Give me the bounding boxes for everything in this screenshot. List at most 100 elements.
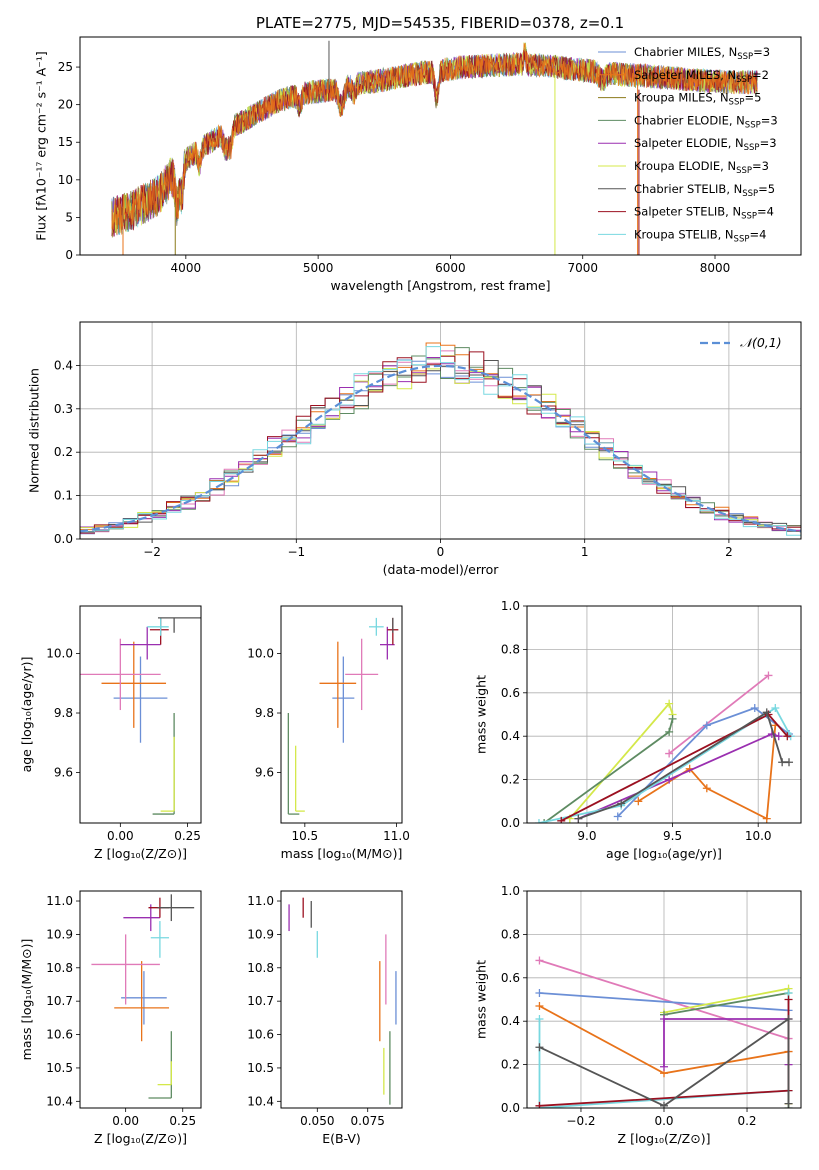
x-axis-label: (data-model)/error: [383, 562, 500, 577]
y-axis-label: mass weight: [473, 675, 488, 754]
plus-marker: [762, 708, 771, 717]
y-tick-label: 0.3: [54, 402, 73, 416]
x-tick-label: 0.25: [169, 1114, 196, 1128]
weight-line: [578, 733, 779, 820]
errorbar-point: [287, 713, 300, 815]
panel-residuals: −2 −1 0 1 2 0.0 0.1 0.2 0.3 0.4 (data-model)/error…: [26, 321, 802, 577]
plus-marker: [783, 732, 792, 741]
plus-marker: [750, 703, 759, 712]
y-tick-label: 10.5: [247, 1061, 274, 1075]
plus-marker: [665, 775, 674, 784]
x-tick-label: 5000: [303, 261, 334, 275]
errorbar-point: [369, 617, 384, 636]
y-tick-label: 11.0: [247, 894, 274, 908]
weight-line: [663, 991, 790, 1108]
y-tick-label: 0.8: [501, 927, 520, 941]
plus-marker: [535, 956, 544, 965]
plot-area: [80, 617, 201, 815]
weight-series: [535, 1015, 793, 1108]
x-axis-label: Z [log₁₀(Z/Z⊙)]: [94, 1131, 187, 1146]
x-tick-label: −2: [143, 545, 161, 559]
weight-series: [557, 710, 792, 823]
x-tick-label: 0.0: [654, 1114, 673, 1128]
legend-label: 𝒩(0,1): [740, 335, 782, 350]
errorbar-point: [152, 713, 175, 815]
errorbar-point: [113, 656, 168, 743]
x-tick-label: 0.2: [737, 1114, 756, 1128]
plus-marker: [762, 814, 771, 823]
y-tick-label: 20: [58, 98, 73, 112]
legend-label: Salpeter STELIB, NSSP=4: [634, 205, 774, 222]
y-axis-label: mass [log₁₀(M/M⊙)]: [19, 939, 34, 1061]
plot-area: [111, 40, 758, 255]
y-tick-label: 11.0: [46, 894, 73, 908]
panel-mass-weight-vs-age: 9.0 9.5 10.0 0.0 0.2 0.4 0.6 0.8 1.0 age [log₁₀(a…: [473, 599, 802, 861]
y-tick-label: 10.0: [46, 647, 73, 661]
x-tick-label: 7000: [567, 261, 598, 275]
panel-age-vs-z: 0.00 0.25 9.6 9.8 10.0 Z [log₁₀(Z/Z⊙)] age [lo…: [19, 605, 202, 861]
x-tick-label: 0.00: [112, 1114, 139, 1128]
legend-label: Kroupa STELIB, NSSP=4: [634, 227, 766, 244]
x-axis-label: wavelength [Angstrom, rest frame]: [330, 278, 550, 293]
errorbar-point: [149, 617, 169, 645]
plus-marker: [540, 819, 549, 823]
x-axis-label: mass [log₁₀(M/M⊙)]: [281, 846, 403, 861]
spectrum-legend: Chabrier MILES, NSSP=3 Salpeter MILES, NS…: [598, 45, 778, 244]
plot-area: [91, 894, 195, 1099]
figure-title: PLATE=2775, MJD=54535, FIBERID=0378, z=0…: [256, 14, 624, 32]
errorbar-point: [121, 971, 167, 1025]
plus-marker: [660, 1062, 668, 1071]
y-axis-label: Normed distribution: [26, 368, 41, 493]
y-tick-label: 0: [65, 248, 73, 262]
plus-marker: [534, 819, 543, 823]
plus-marker: [535, 1002, 544, 1011]
y-tick-label: 9.8: [255, 706, 274, 720]
plus-marker: [557, 816, 566, 823]
weight-line: [560, 713, 788, 822]
plus-marker: [660, 1101, 668, 1108]
errorbar-point: [91, 934, 160, 1005]
legend-label: Salpeter MILES, NSSP=2: [634, 68, 769, 85]
panel-age-vs-mass: 10.5 11.0 9.6 9.8 10.0 mass [log₁₀(M/M⊙)]: [247, 605, 410, 861]
y-tick-label: 25: [58, 60, 73, 74]
plus-marker: [535, 1043, 544, 1052]
y-tick-label: 1.0: [501, 599, 520, 613]
y-tick-label: 0.2: [501, 1058, 520, 1072]
x-tick-label: 0.25: [174, 829, 201, 843]
x-axis-label: Z [log₁₀(Z/Z⊙)]: [94, 846, 187, 861]
normal-pdf-line: [80, 364, 801, 533]
weight-series: [665, 671, 773, 758]
plot-area: [80, 342, 801, 539]
x-tick-label: 0.075: [351, 1114, 385, 1128]
errorbar-point: [157, 617, 201, 633]
y-tick-label: 0.0: [501, 816, 520, 830]
plus-marker: [771, 703, 780, 712]
plus-marker: [574, 814, 583, 823]
y-tick-label: 9.8: [54, 706, 73, 720]
weight-line: [617, 706, 790, 818]
axes-frame: [280, 890, 403, 1109]
legend-label: Kroupa ELODIE, NSSP=3: [634, 159, 769, 176]
axes-frame: [79, 605, 202, 824]
y-tick-label: 10.0: [247, 647, 274, 661]
errorbar-point: [101, 641, 167, 728]
plus-marker: [535, 988, 544, 997]
y-tick-label: 10.6: [46, 1028, 73, 1042]
plus-marker: [660, 1015, 668, 1024]
y-tick-label: 9.6: [255, 765, 274, 779]
weight-series: [574, 708, 794, 823]
errorbar-point: [120, 626, 161, 660]
weight-line: [538, 706, 792, 823]
x-axis-label: E(B-V): [322, 1131, 361, 1146]
plus-marker: [778, 758, 787, 767]
errorbar-point: [319, 641, 357, 728]
legend-label: Chabrier MILES, NSSP=3: [634, 45, 770, 62]
y-tick-label: 9.6: [54, 765, 73, 779]
plot-area: [288, 897, 397, 1105]
errorbar-point: [295, 745, 305, 812]
errorbar-point: [123, 904, 160, 932]
x-tick-label: 11.0: [383, 829, 410, 843]
y-tick-label: 10.8: [247, 961, 274, 975]
x-tick-label: 0.00: [107, 829, 134, 843]
